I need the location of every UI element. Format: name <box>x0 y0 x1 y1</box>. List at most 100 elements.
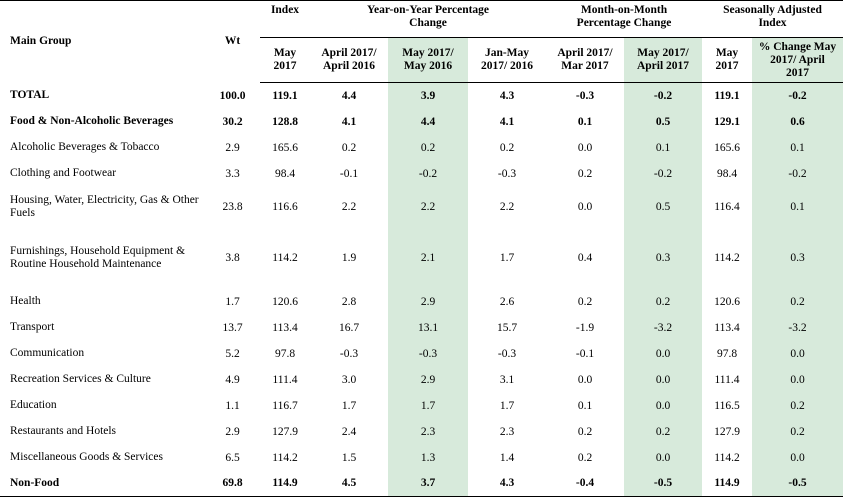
cell-value: -0.3 <box>497 167 517 180</box>
top-rule <box>0 0 843 1</box>
cell-value: 119.1 <box>714 89 740 102</box>
cell-value: 4.9 <box>225 373 240 386</box>
cell-value: 1.9 <box>341 251 357 264</box>
cell-value: 5.2 <box>225 347 240 360</box>
cell-value: 97.8 <box>716 347 738 360</box>
cell-value: 120.6 <box>714 295 740 308</box>
cell-value: 2.2 <box>341 200 357 213</box>
sa-group-header: Seasonally Adjusted Index <box>723 4 822 29</box>
main-group-header: Main Group <box>10 35 72 48</box>
row-label: Recreation Services & Culture <box>10 373 151 385</box>
row-label: Food & Non-Alcoholic Beverages <box>10 115 174 127</box>
sub-header: April 2017/ April 2016 <box>310 37 388 83</box>
cell-value: 1.7 <box>225 295 240 308</box>
cell-value: 0.1 <box>577 399 593 412</box>
index-group-header: Index <box>270 4 300 16</box>
row-label: Clothing and Footwear <box>10 167 117 179</box>
row-label: Restaurants and Hotels <box>10 425 117 437</box>
cell-value: -0.5 <box>624 470 702 497</box>
cell-value: 1.4 <box>499 451 515 464</box>
cell-value: -3.2 <box>752 314 843 341</box>
cell-value: 0.2 <box>499 141 515 154</box>
cell-value: 165.6 <box>272 141 298 154</box>
cell-value: 120.6 <box>272 295 298 308</box>
cell-value: -0.3 <box>575 89 595 102</box>
cell-value: 23.8 <box>222 200 243 213</box>
cell-value: 0.0 <box>624 340 702 367</box>
cell-value: 0.2 <box>752 392 843 419</box>
cell-value: 0.0 <box>577 141 593 154</box>
cell-value: 2.8 <box>341 295 357 308</box>
cell-value: 1.7 <box>499 251 515 264</box>
cell-value: 116.5 <box>714 399 740 412</box>
cell-value: 97.8 <box>274 347 296 360</box>
cell-value: -0.2 <box>752 82 843 109</box>
cell-value: 13.1 <box>388 314 468 341</box>
cell-value: 100.0 <box>219 89 246 102</box>
cell-value: -0.4 <box>546 470 624 497</box>
cell-value: 0.0 <box>752 444 843 471</box>
table-row: Housing, Water, Electricity, Gas & Other… <box>0 186 843 227</box>
row-label: Furnishings, Household Equipment & Routi… <box>10 244 186 270</box>
cell-value: 3.3 <box>225 167 240 180</box>
cell-value: -0.3 <box>497 347 517 360</box>
cell-value: 1.7 <box>388 392 468 419</box>
cell-value: 0.1 <box>624 134 702 161</box>
cell-value: 128.8 <box>272 115 298 128</box>
cell-value: 114.2 <box>714 451 740 464</box>
sub-header: May 2017/ April 2017 <box>624 37 702 83</box>
cell-value: 0.0 <box>577 373 593 386</box>
cell-value: -0.2 <box>752 160 843 187</box>
sub-header: April 2017/ Mar 2017 <box>546 37 624 83</box>
cell-value: 2.9 <box>225 141 240 154</box>
cell-value: 116.7 <box>272 399 298 412</box>
cell-value: 165.6 <box>714 141 740 154</box>
table-row: Restaurants and Hotels 2.9 127.9 2.4 2.3 2.3 0… <box>0 418 843 445</box>
table-row: Furnishings, Household Equipment & Routi… <box>0 226 843 289</box>
cell-value: 114.2 <box>272 451 298 464</box>
cell-value: 2.2 <box>388 186 468 227</box>
cell-value: 1.5 <box>341 451 357 464</box>
cell-value: 69.8 <box>205 470 260 497</box>
cell-value: 2.9 <box>388 366 468 393</box>
wt-header: Wt <box>224 35 241 48</box>
cell-value: 114.9 <box>260 470 310 497</box>
table-row: Education 1.1 116.7 1.7 1.7 1.7 0.1 0.0 116.5 0.2 <box>0 392 843 419</box>
cell-value: 4.1 <box>499 115 515 128</box>
row-label: Housing, Water, Electricity, Gas & Other… <box>10 193 199 219</box>
table-row: TOTAL 100.0 119.1 4.4 3.9 4.3 -0.3 -0.2 119.1 -0.… <box>0 82 843 109</box>
cell-value: 129.1 <box>714 115 740 128</box>
cell-value: 2.9 <box>388 288 468 315</box>
table-row: Alcoholic Beverages & Tobacco 2.9 165.6 0.2… <box>0 134 843 161</box>
cell-value: 0.0 <box>752 366 843 393</box>
row-label: Miscellaneous Goods & Services <box>10 451 163 463</box>
table-row: Clothing and Footwear 3.3 98.4 -0.1 -0.2 -0.3… <box>0 160 843 187</box>
cell-value: 0.0 <box>577 200 593 213</box>
cell-value: 2.2 <box>499 200 515 213</box>
cell-value: 116.6 <box>272 200 298 213</box>
cell-value: 98.4 <box>716 167 738 180</box>
table-row: Transport 13.7 113.4 16.7 13.1 15.7 -1.9 -3.2 11… <box>0 314 843 341</box>
cell-value: 4.5 <box>310 470 388 497</box>
row-label: Non-Food <box>0 470 205 497</box>
cell-value: -0.5 <box>752 470 843 497</box>
cell-value: 127.9 <box>714 425 740 438</box>
cell-value: 2.3 <box>388 418 468 445</box>
cell-value: 0.2 <box>577 451 593 464</box>
cell-value: 113.4 <box>272 321 298 334</box>
cell-value: 4.1 <box>341 115 357 128</box>
cell-value: 0.3 <box>752 226 843 289</box>
table-row: Communication 5.2 97.8 -0.3 -0.3 -0.3 -0.1 0.0 9… <box>0 340 843 367</box>
mom-group-header: Month-on-Month Percentage Change <box>576 4 672 29</box>
cell-value: 4.4 <box>341 89 357 102</box>
cell-value: 0.0 <box>624 366 702 393</box>
cell-value: 111.4 <box>272 373 298 386</box>
sub-header: May 2017 <box>702 37 752 83</box>
cell-value: 2.9 <box>225 425 240 438</box>
table-row: Recreation Services & Culture 4.9 111.4 3.0… <box>0 366 843 393</box>
sub-header: May 2017 <box>260 37 310 83</box>
cell-value: 0.2 <box>624 288 702 315</box>
cell-value: 116.4 <box>714 200 740 213</box>
cell-value: 114.2 <box>272 251 298 264</box>
cell-value: 1.7 <box>499 399 515 412</box>
